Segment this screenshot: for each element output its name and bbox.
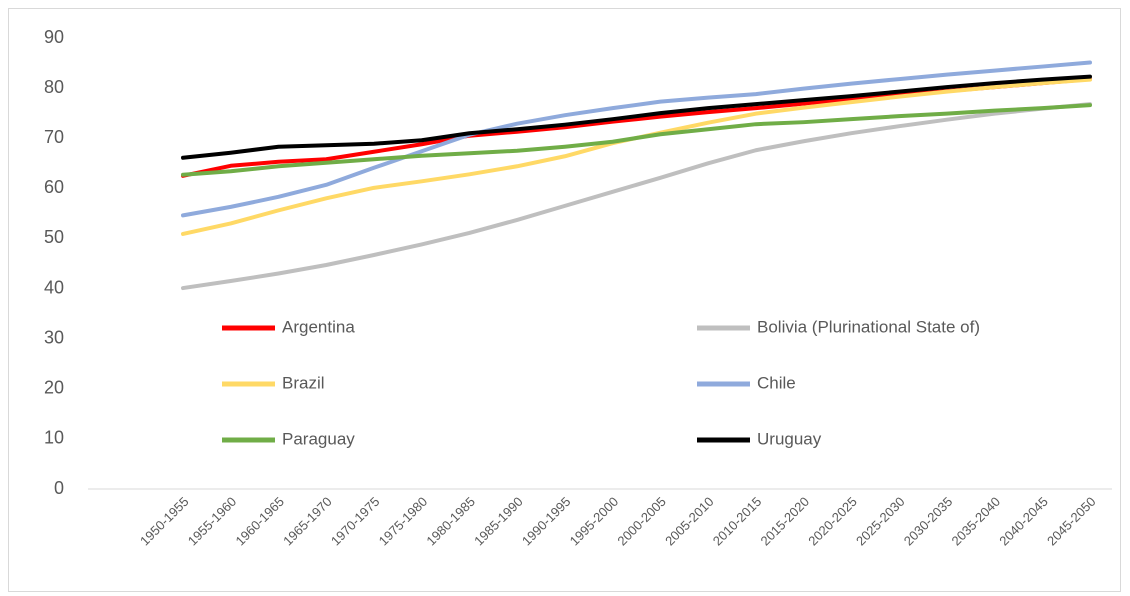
y-tick-label: 0 — [54, 478, 64, 498]
legend-label: Brazil — [282, 373, 325, 392]
legend-label: Chile — [757, 373, 796, 392]
legend-label: Uruguay — [757, 429, 822, 448]
series-line — [181, 74, 1092, 160]
legend-label: Paraguay — [282, 429, 355, 448]
series-line — [181, 60, 1092, 218]
y-tick-label: 70 — [44, 127, 64, 147]
y-tick-label: 30 — [44, 327, 64, 347]
legend-label: Argentina — [282, 317, 355, 336]
y-tick-label: 20 — [44, 378, 64, 398]
series-line — [181, 103, 1092, 177]
y-tick-label: 40 — [44, 277, 64, 297]
legend-label: Bolivia (Plurinational State of) — [757, 317, 980, 336]
chart-border — [8, 8, 1121, 592]
y-tick-label: 50 — [44, 227, 64, 247]
y-tick-label: 60 — [44, 177, 64, 197]
y-tick-label: 80 — [44, 77, 64, 97]
y-tick-label: 90 — [44, 27, 64, 47]
y-tick-label: 10 — [44, 428, 64, 448]
series-line — [181, 102, 1092, 291]
